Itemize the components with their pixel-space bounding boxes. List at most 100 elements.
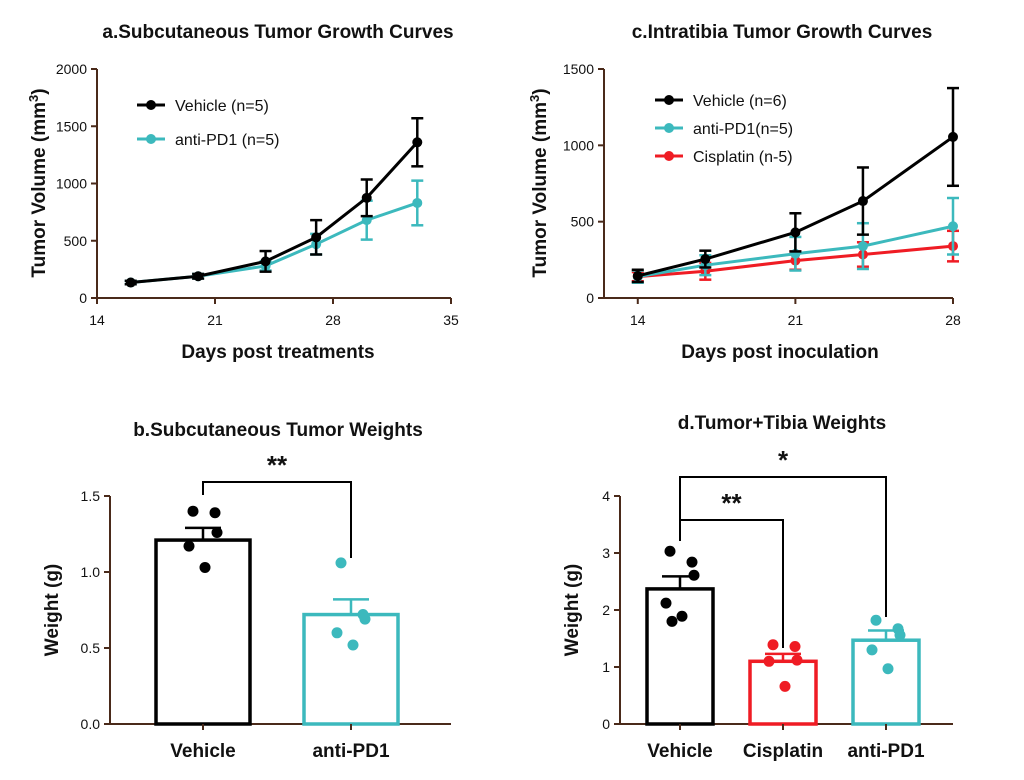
panel-b-y-tick-label: 1.5	[81, 488, 101, 504]
panel-d-data-point	[870, 614, 882, 626]
panel-b-title: b.Subcutaneous Tumor Weights	[133, 420, 423, 441]
panel-d-data-point	[894, 629, 906, 641]
panel-a-y-tick-label: 1000	[56, 176, 87, 192]
panel-a: a.Subcutaneous Tumor Growth Curves 0 500 1…	[26, 22, 459, 363]
panel-d-significance-bracket	[679, 476, 887, 617]
panel-d-y-tick-label: 0	[602, 716, 610, 732]
panel-b-y-tick-label: 0.0	[81, 716, 101, 732]
panel-a-legend-marker	[146, 134, 156, 144]
panel-a-legend-label: Vehicle (n=5)	[175, 98, 269, 115]
panel-b-data-point	[187, 505, 199, 517]
panel-a-y-tick-label: 500	[64, 233, 88, 249]
panel-d-category-label: Cisplatin	[743, 741, 823, 762]
panel-a-x-tick-label: 14	[89, 312, 105, 328]
panel-a-legend-label: anti-PD1 (n=5)	[175, 132, 280, 149]
panel-d-y-tick-label: 2	[602, 602, 610, 618]
panel-b-data-point	[331, 627, 343, 639]
panel-d-data-point	[660, 597, 672, 609]
panel-d-significance-label: **	[721, 488, 742, 518]
panel-b-data-point	[335, 557, 347, 569]
panel-c-legend-marker	[664, 151, 674, 161]
panel-d-data-point	[767, 639, 779, 651]
panel-c-x-tick-label: 14	[630, 312, 646, 328]
panel-b-category-label: Vehicle	[170, 741, 236, 762]
panel-a-series-line	[130, 201, 418, 285]
panel-a-legend-marker	[146, 100, 156, 110]
panel-c: c.Intratibia Tumor Growth Curves 0 500 100…	[527, 22, 961, 363]
panel-c-legend-marker	[664, 95, 674, 105]
panel-a-data-point	[361, 192, 372, 203]
panel-a-series-line	[130, 141, 419, 285]
panel-a-data-point	[193, 271, 204, 282]
panel-b-category-label: anti-PD1	[312, 741, 390, 762]
panel-d: d.Tumor+Tibia Weights 0 1 2 3 4 Vehicle Cispla…	[562, 413, 953, 762]
panel-d-data-point	[779, 680, 791, 692]
panel-a-x-tick-label: 35	[443, 312, 459, 328]
panel-a-y-tick-label: 0	[79, 290, 87, 306]
panel-d-data-point	[791, 654, 803, 666]
panel-c-y-tick-label: 500	[571, 214, 595, 230]
panel-d-y-axis-label: Weight (g)	[562, 564, 583, 657]
panel-d-title: d.Tumor+Tibia Weights	[678, 413, 887, 434]
panel-d-y-tick-label: 1	[602, 659, 610, 675]
panel-d-y-tick-label: 4	[602, 488, 610, 504]
panel-b-significance-bracket	[202, 481, 352, 558]
panel-a-y-tick-label: 1500	[56, 118, 87, 134]
panel-d-data-point	[664, 545, 676, 557]
panel-b-y-tick-label: 1.0	[81, 564, 101, 580]
panel-d-data-point	[666, 615, 678, 627]
panel-a-title: a.Subcutaneous Tumor Growth Curves	[102, 22, 453, 43]
panel-b-data-point	[199, 561, 211, 573]
panel-a-data-point	[125, 277, 136, 288]
panel-c-data-point	[790, 227, 801, 238]
panel-a-data-point	[361, 215, 372, 226]
panel-a-x-tick-label: 28	[325, 312, 341, 328]
panel-b-data-point	[359, 613, 371, 625]
panel-c-x-axis-label: Days post inoculation	[681, 342, 878, 363]
panel-d-data-point	[688, 569, 700, 581]
panel-c-x-tick-label: 21	[788, 312, 804, 328]
panel-c-title: c.Intratibia Tumor Growth Curves	[632, 22, 933, 43]
panel-d-category-label: anti-PD1	[847, 741, 925, 762]
panel-d-data-point	[882, 663, 894, 675]
panel-d-bar	[645, 587, 715, 726]
panel-c-data-point	[948, 221, 958, 232]
panel-c-data-point	[857, 241, 868, 252]
panel-a-x-tick-label: 21	[207, 312, 223, 328]
panel-b-bar	[302, 612, 400, 726]
panel-a-data-point	[412, 137, 423, 148]
panel-c-y-tick-label: 1000	[563, 137, 594, 153]
panel-b: b.Subcutaneous Tumor Weights 0.0 0.5 1.0 1.…	[42, 420, 451, 762]
panel-b-data-point	[209, 507, 221, 519]
panel-d-significance-label: *	[778, 445, 789, 475]
panel-d-data-point	[686, 556, 698, 568]
panel-c-x-tick-label: 28	[945, 312, 961, 328]
panel-c-data-point	[857, 196, 868, 207]
panel-a-data-point	[311, 232, 322, 243]
panel-c-plot: 0 500 1000 1500 14 21 28 Vehicle (n=6) anti-PD1(…	[563, 61, 961, 328]
panel-c-legend-label: anti-PD1(n=5)	[693, 121, 793, 138]
panel-d-data-point	[866, 644, 878, 656]
panel-b-data-point	[183, 540, 195, 552]
panel-c-data-point	[948, 131, 958, 142]
panel-d-data-point	[789, 640, 801, 652]
panel-c-legend-label: Vehicle (n=6)	[693, 93, 787, 110]
panel-b-plot: 0.0 0.5 1.0 1.5 Vehicle anti-PD1 **	[81, 450, 451, 762]
panel-b-data-point	[347, 639, 359, 651]
panel-c-legend-label: Cisplatin (n-5)	[693, 149, 793, 166]
panel-c-y-tick-label: 1500	[563, 61, 594, 77]
panel-a-data-point	[412, 197, 423, 208]
panel-b-data-point	[211, 526, 223, 538]
panel-a-plot: 0 500 1000 1500 2000 14 21 28 35 Vehicle (n=5) ant…	[56, 61, 459, 328]
panel-d-data-point	[676, 610, 688, 622]
panel-c-legend-marker	[664, 123, 674, 133]
panel-a-y-axis-label: Tumor Volume (mm3)	[26, 88, 50, 277]
panel-d-bar	[851, 638, 921, 726]
panel-c-data-point	[700, 254, 711, 265]
panel-a-data-point	[260, 256, 271, 267]
panel-a-x-axis-label: Days post treatments	[181, 342, 374, 363]
panel-b-y-tick-label: 0.5	[81, 640, 101, 656]
panel-c-y-axis-label: Tumor Volume (mm3)	[527, 88, 551, 277]
